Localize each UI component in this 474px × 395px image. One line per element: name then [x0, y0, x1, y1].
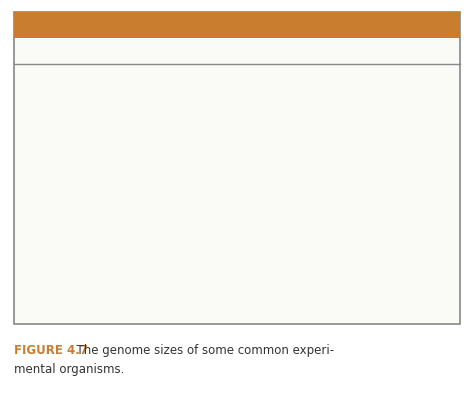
- Text: 1.4 x 10⁸: 1.4 x 10⁸: [348, 226, 408, 239]
- Text: Slime mold: Slime mold: [32, 174, 107, 187]
- Text: Amphibian: Amphibian: [32, 278, 104, 292]
- Text: Pyrenomas salina: Pyrenomas salina: [183, 70, 301, 83]
- Text: E. coli: E. coli: [183, 122, 223, 135]
- Text: D. discoideum: D. discoideum: [183, 174, 278, 187]
- Text: mental organisms.: mental organisms.: [14, 363, 125, 376]
- Text: 1.3 x 10⁷: 1.3 x 10⁷: [348, 149, 408, 162]
- Text: Phylum: Phylum: [32, 44, 83, 58]
- Text: 1.0 x 10⁶: 1.0 x 10⁶: [348, 96, 408, 109]
- Text: Bird: Bird: [32, 252, 59, 265]
- Text: Genome (bp): Genome (bp): [348, 44, 440, 58]
- Text: 3.3 x 10⁹: 3.3 x 10⁹: [348, 305, 408, 318]
- Text: Algae: Algae: [32, 70, 70, 83]
- Text: The genome sizes of some common experi-: The genome sizes of some common experi-: [69, 344, 334, 357]
- Text: G. domesticus: G. domesticus: [183, 252, 278, 265]
- Text: S. cerevisiae: S. cerevisiae: [183, 149, 268, 162]
- Text: 8.0 x 10⁷: 8.0 x 10⁷: [348, 200, 408, 213]
- Text: Species: Species: [183, 44, 237, 58]
- Text: M. pneumoniae: M. pneumoniae: [183, 96, 286, 109]
- Text: FIGURE 4.7: FIGURE 4.7: [14, 344, 88, 357]
- Text: D. melanogaster: D. melanogaster: [183, 226, 294, 239]
- Text: 1.2 x 10⁹: 1.2 x 10⁹: [348, 252, 408, 265]
- Text: 6.6 x 10⁵: 6.6 x 10⁵: [348, 70, 408, 83]
- Text: X. laevis: X. laevis: [183, 278, 239, 292]
- Text: C. elegans: C. elegans: [183, 200, 253, 213]
- Text: Bacterium: Bacterium: [32, 122, 101, 135]
- Text: Insect: Insect: [32, 226, 72, 239]
- Text: 5.4 x 10⁷: 5.4 x 10⁷: [348, 174, 408, 187]
- Text: Nematode: Nematode: [32, 200, 101, 213]
- Text: Yeast: Yeast: [32, 149, 67, 162]
- Text: 4.2 x 10⁶: 4.2 x 10⁶: [348, 122, 408, 135]
- Text: 3.1 x 10⁹: 3.1 x 10⁹: [348, 278, 408, 292]
- Text: Useful genome sizes: Useful genome sizes: [149, 17, 325, 32]
- Text: Mycoplasma: Mycoplasma: [32, 96, 115, 109]
- Text: H. sapiens: H. sapiens: [183, 305, 253, 318]
- Text: Mammal: Mammal: [32, 305, 89, 318]
